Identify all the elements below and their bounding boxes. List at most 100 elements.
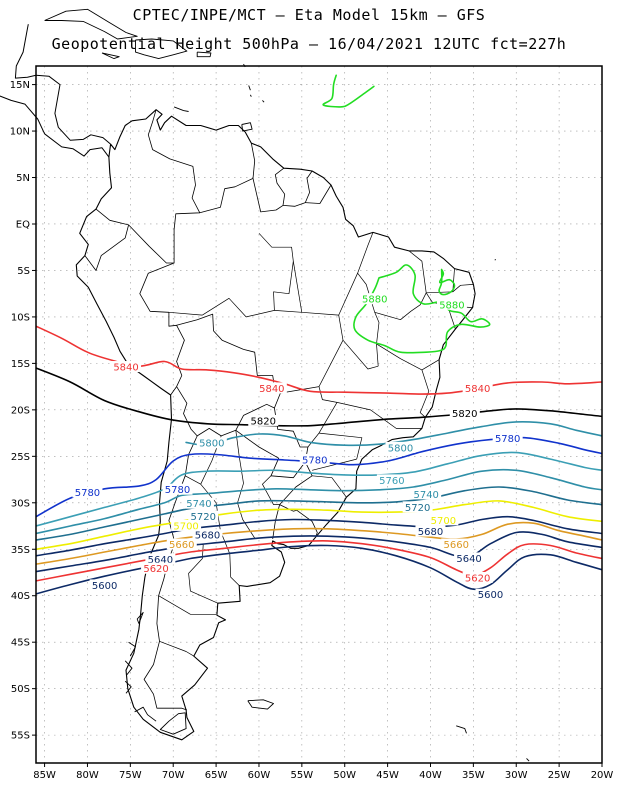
contour-label-background — [462, 382, 493, 394]
magellan-islands — [134, 706, 157, 722]
contour-label-5820: 5820 — [251, 416, 276, 427]
contour-label-5820: 5820 — [452, 409, 477, 420]
latitude-tick-label: 5S — [17, 266, 30, 277]
latitude-tick-label: 15S — [11, 359, 30, 370]
contour-label-background — [72, 486, 103, 498]
map-title-line-2: Geopotential Height 500hPa – 16/04/2021 … — [51, 35, 567, 53]
state-border — [342, 339, 379, 370]
chonos-archipelago-2 — [124, 660, 133, 675]
country-border — [176, 313, 281, 437]
latitude-tick-label: 25S — [11, 452, 30, 463]
latitude-tick-label: 40S — [11, 591, 30, 602]
contour-label-5620: 5620 — [143, 564, 168, 575]
province-border — [262, 475, 280, 505]
falkland-islands — [247, 699, 274, 710]
trinidad-coastline — [241, 122, 253, 132]
contour-label-background — [385, 441, 416, 453]
latitude-tick-label: 50S — [11, 684, 30, 695]
contour-label-5840: 5840 — [259, 384, 284, 395]
longitude-tick-label: 25W — [548, 770, 571, 781]
contour-label-5840: 5840 — [113, 363, 138, 374]
state-border — [376, 343, 440, 371]
longitude-tick-label: 20W — [591, 770, 614, 781]
latitude-tick-label: 5N — [16, 173, 30, 184]
contour-label-5880: 5880 — [439, 300, 464, 311]
contour-label-background — [256, 382, 287, 394]
chonos-archipelago-1 — [128, 641, 136, 657]
latitude-tick-label: 10S — [11, 312, 30, 323]
contour-line-5880 — [438, 268, 456, 296]
contour-line-5800 — [185, 421, 602, 447]
contour-label-background — [248, 414, 279, 426]
map-title-line-1: CPTEC/INPE/MCT – Eta Model 15km – GFS — [132, 6, 486, 24]
contour-label-background — [436, 298, 467, 310]
state-border — [357, 232, 374, 274]
contour-label-background — [145, 553, 176, 565]
longitude-tick-label: 85W — [33, 770, 56, 781]
contour-label-background — [111, 361, 142, 373]
contour-label-background — [171, 519, 202, 531]
contour-label-5800: 5800 — [388, 443, 413, 454]
country-border — [252, 167, 286, 213]
contour-label-background — [475, 588, 506, 600]
abc-islands — [173, 106, 189, 112]
contour-label-background — [183, 497, 214, 509]
contour-label-background — [376, 474, 407, 486]
lesser-antilles-3 — [249, 94, 252, 97]
south-sandwich — [526, 758, 530, 762]
contour-line-5640 — [36, 531, 602, 573]
tierra-del-fuego-detail — [159, 712, 187, 735]
contour-line-5700 — [36, 500, 602, 551]
contour-line-5720 — [36, 486, 602, 541]
state-border — [202, 297, 247, 318]
province-border — [185, 475, 201, 485]
contour-label-5780: 5780 — [495, 434, 520, 445]
hispaniola-coastline — [135, 38, 188, 60]
longitude-tick-label: 55W — [291, 770, 314, 781]
map-frame-border — [35, 65, 603, 764]
state-border — [168, 311, 203, 316]
contour-label-5660: 5660 — [443, 540, 468, 551]
contour-label-5760: 5760 — [379, 476, 404, 487]
contour-label-background — [454, 552, 485, 564]
contour-label-5780: 5780 — [75, 488, 100, 499]
contour-label-5780: 5780 — [165, 485, 190, 496]
contour-label-background — [462, 571, 493, 583]
country-border — [305, 184, 332, 204]
contour-label-background — [411, 488, 442, 500]
longitude-tick-label: 70W — [162, 770, 185, 781]
longitude-tick-label: 65W — [205, 770, 228, 781]
contour-label-5600: 5600 — [478, 590, 503, 601]
longitude-tick-label: 50W — [333, 770, 356, 781]
country-border — [139, 262, 185, 396]
contour-label-5740: 5740 — [186, 499, 211, 510]
country-border — [84, 224, 129, 271]
contour-label-5880: 5880 — [362, 295, 387, 306]
longitude-tick-label: 40W — [419, 770, 442, 781]
contour-label-background — [449, 407, 480, 419]
contour-line-5740 — [36, 468, 602, 535]
state-border — [292, 261, 344, 341]
contour-label-5680: 5680 — [195, 531, 220, 542]
map-frame-background — [36, 66, 602, 763]
latitude-tick-label: 20S — [11, 405, 30, 416]
state-border — [274, 310, 302, 313]
contour-label-5780: 5780 — [302, 455, 327, 466]
latitude-tick-label: 10N — [10, 127, 30, 138]
state-border — [318, 432, 363, 460]
contour-label-background — [166, 538, 197, 550]
patagonia-islands — [124, 680, 132, 694]
jamaica-coastline — [101, 52, 120, 60]
country-border — [282, 170, 313, 207]
state-border — [246, 261, 294, 318]
state-border — [258, 233, 294, 262]
longitude-tick-label: 75W — [119, 770, 142, 781]
longitude-tick-label: 45W — [376, 770, 399, 781]
contour-label-5840: 5840 — [465, 384, 490, 395]
country-border — [199, 143, 256, 214]
latitude-tick-label: EQ — [16, 219, 30, 230]
latitude-tick-label: 15N — [10, 80, 30, 91]
contour-label-background — [492, 432, 523, 444]
contour-label-background — [162, 483, 193, 495]
